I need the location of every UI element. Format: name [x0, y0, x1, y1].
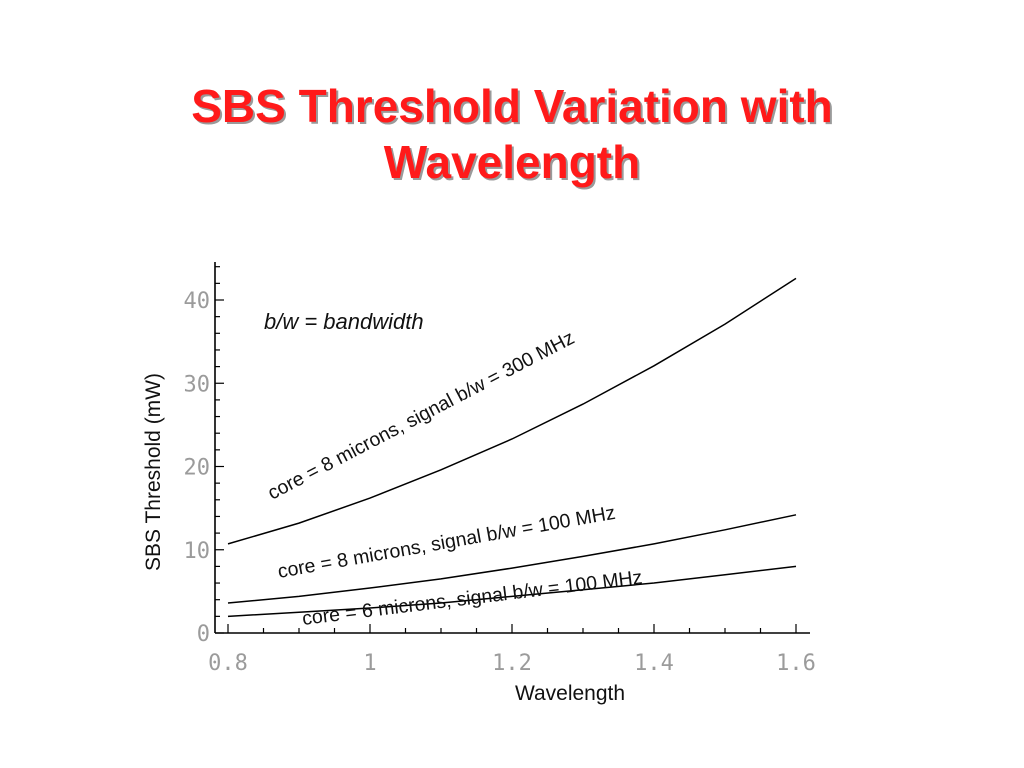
y-tick-label: 30: [184, 372, 211, 397]
x-tick-label: 1.4: [634, 651, 674, 676]
x-axis-label: Wavelength: [515, 682, 625, 705]
slide-title-line-2: Wavelength: [383, 136, 641, 188]
x-tick-label: 1.2: [492, 651, 532, 676]
chart-ticks: [215, 266, 797, 634]
y-tick-label: 40: [184, 289, 211, 314]
slide-title-line-1: SBS Threshold Variation with: [191, 80, 833, 132]
y-tick-label: 20: [184, 456, 211, 481]
series-line-2: [227, 514, 797, 604]
series-label-3: core = 6 microns, signal b/w = 100 MHz: [301, 566, 644, 630]
x-tick-label: 1: [363, 651, 376, 676]
series-line-1: [227, 277, 797, 545]
bandwidth-note: b/w = bandwidth: [264, 309, 424, 334]
y-tick-label: 0: [197, 622, 210, 647]
x-tick-label: 0.8: [208, 651, 248, 676]
y-tick-label: 10: [184, 539, 211, 564]
slide-title: SBS Threshold Variation with Wavelength: [112, 78, 912, 190]
chart-labels: 0 10 20 30 40 0.8 1 1.2 1.4 1.6 Wavelength SBS Thre…: [142, 289, 816, 705]
series-line-3: [227, 565, 797, 618]
y-axis-label: SBS Threshold (mW): [142, 373, 165, 571]
x-tick-label: 1.6: [776, 651, 816, 676]
chart-series: [227, 277, 797, 618]
